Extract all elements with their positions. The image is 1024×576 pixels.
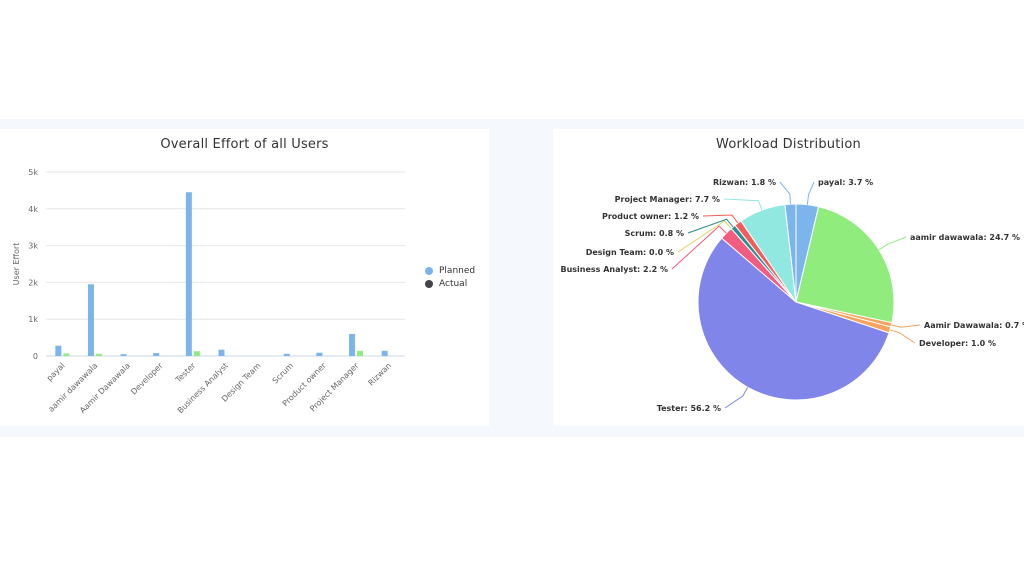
y-tick-label: 4k [28,205,38,214]
bar-planned-developer [153,353,160,356]
x-tick-label-developer: Developer [129,361,165,397]
x-tick-label-scrum: Scrum [271,361,296,386]
pie-connector-product-owner [702,214,739,224]
legend-label-actual: Actual [439,278,468,289]
pie-label-rizwan: Rizwan: 1.8 % [713,178,776,187]
pie-connector-project-manager [723,198,763,211]
bar-actual-aamir-dawawala [95,353,102,356]
pie-label-scrum: Scrum: 0.8 % [625,229,684,238]
y-tick-label: 0 [33,352,38,361]
pie-connector-design-team [677,220,732,253]
pie-connector-business-analyst [671,225,727,270]
bar-actual-tester [193,351,200,356]
bar-planned-payal [55,345,62,356]
pie-label-aamir-dawawala: Aamir Dawawala: 0.7 % [924,321,1024,330]
bar-planned-tester [185,192,192,356]
bar-planned-scrum [283,353,290,356]
pie-connector-scrum [687,218,734,234]
effort-legend: Planned Actual [425,264,475,290]
bar-actual-project-manager [357,350,364,356]
pie-label-business-analyst: Business Analyst: 2.2 % [560,265,668,274]
x-tick-label-rizwan: Rizwan [367,361,394,388]
pie-connector-aamir-dawawala [878,236,907,251]
legend-marker-planned [425,266,433,275]
y-tick-label: 3k [28,242,38,251]
pie-connector-tester [724,387,749,409]
legend-item-planned[interactable]: Planned [425,264,475,277]
legend-label-planned: Planned [439,265,476,276]
effort-chart-title: Overall Effort of all Users [160,137,329,152]
y-axis-title: User Effort [12,243,21,286]
bar-planned-aamir-dawawala [120,354,127,356]
workload-chart-title: Workload Distribution [716,137,861,152]
bar-actual-payal [63,353,70,356]
workload-chart-panel: Workload Distribution payal: 3.7 % aamir … [553,129,1024,426]
pie-label-project-manager: Project Manager: 7.7 % [615,195,720,204]
x-tick-label-tester: Tester [173,361,198,386]
pie-label-design-team: Design Team: 0.0 % [586,248,674,257]
pie-connector-aamir-dawawala [891,324,921,328]
pie-label-developer: Developer: 1.0 % [919,339,996,348]
pie-label-product-owner: Product owner: 1.2 % [602,212,699,221]
pie-connector-payal [806,181,815,205]
y-tick-label: 5k [28,168,38,177]
pie-slice-aamir-dawawala [795,206,895,324]
legend-item-actual[interactable]: Actual [425,277,475,290]
y-tick-label: 2k [28,278,38,287]
workload-pie-chart: payal: 3.7 % aamir dawawala: 24.7 % Aamir … [560,178,1024,413]
bar-planned-project-manager [349,333,356,356]
pie-label-aamir-dawawala: aamir dawawala: 24.7 % [910,233,1020,242]
y-tick-label: 1k [28,315,38,324]
x-tick-label-payal: payal [45,361,67,383]
bar-planned-rizwan [381,350,388,356]
bar-planned-product-owner [316,352,323,356]
legend-marker-actual [425,279,433,288]
pie-connector-developer [889,329,916,344]
effort-chart-panel: Overall Effort of all Users 0 1k 2k 3k 4k 5k U… [0,129,489,426]
bar-planned-business-analyst [218,349,225,356]
pie-label-tester: Tester: 56.2 % [657,404,721,413]
bar-planned-aamir-dawawala [87,284,94,356]
pie-label-payal: payal: 3.7 % [818,178,873,187]
pie-connector-rizwan [779,181,791,205]
